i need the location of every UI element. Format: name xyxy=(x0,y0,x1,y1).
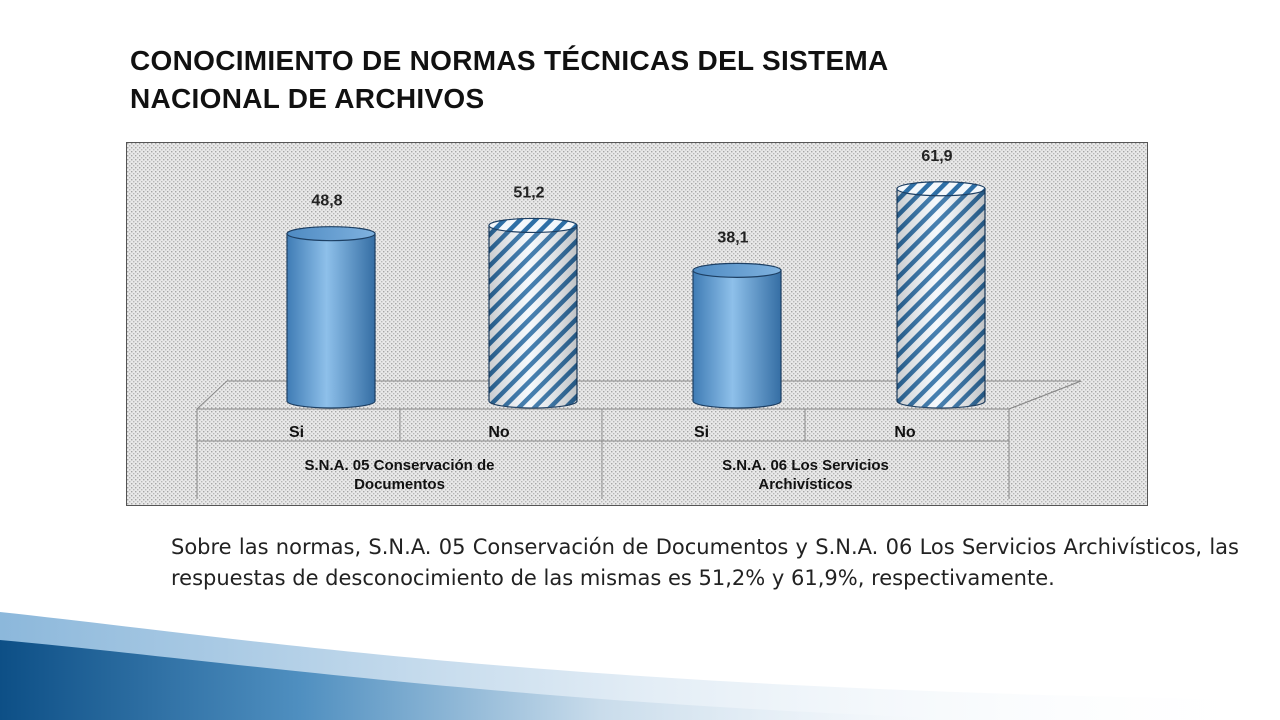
data-label: 51,2 xyxy=(513,184,544,201)
bar-body xyxy=(692,269,782,409)
bar-shading xyxy=(489,225,577,408)
category-label: No xyxy=(488,424,510,441)
bar-top xyxy=(692,262,782,278)
slide-title: CONOCIMIENTO DE NORMAS TÉCNICAS DEL SIST… xyxy=(130,42,1140,118)
bar-chart: 48,8 51,2 38,1 61,9 Si No Si No S.N.A. 05 Conser… xyxy=(126,142,1148,506)
data-label: 38,1 xyxy=(717,229,748,246)
bar xyxy=(286,226,376,409)
group-label-line-1: S.N.A. 06 Los Servicios xyxy=(722,457,889,474)
bar-body xyxy=(286,233,376,409)
category-label: No xyxy=(894,424,916,441)
data-label: 61,9 xyxy=(921,148,952,165)
caption-text: Sobre las normas, S.N.A. 05 Conservación… xyxy=(171,535,1239,590)
group-label-line-1: S.N.A. 05 Conservación de xyxy=(304,457,494,474)
slide-title-line-2: NACIONAL DE ARCHIVOS xyxy=(130,83,485,114)
bar-top xyxy=(488,217,578,234)
floor-right-edge xyxy=(1008,380,1082,410)
bar-top xyxy=(286,226,376,242)
bar-shading xyxy=(897,188,985,408)
bar xyxy=(692,262,782,409)
bar xyxy=(488,217,578,409)
chart-canvas: 48,8 51,2 38,1 61,9 Si No Si No S.N.A. 05 Conser… xyxy=(127,143,1147,505)
slide-title-line-1: CONOCIMIENTO DE NORMAS TÉCNICAS DEL SIST… xyxy=(130,45,889,76)
bar-top xyxy=(896,181,986,197)
data-label: 48,8 xyxy=(311,193,342,210)
category-label: Si xyxy=(289,424,304,441)
bar xyxy=(896,181,986,409)
group-label-line-2: Archivísticos xyxy=(758,476,852,493)
category-label: Si xyxy=(694,424,709,441)
group-label-line-2: Documentos xyxy=(354,476,445,493)
